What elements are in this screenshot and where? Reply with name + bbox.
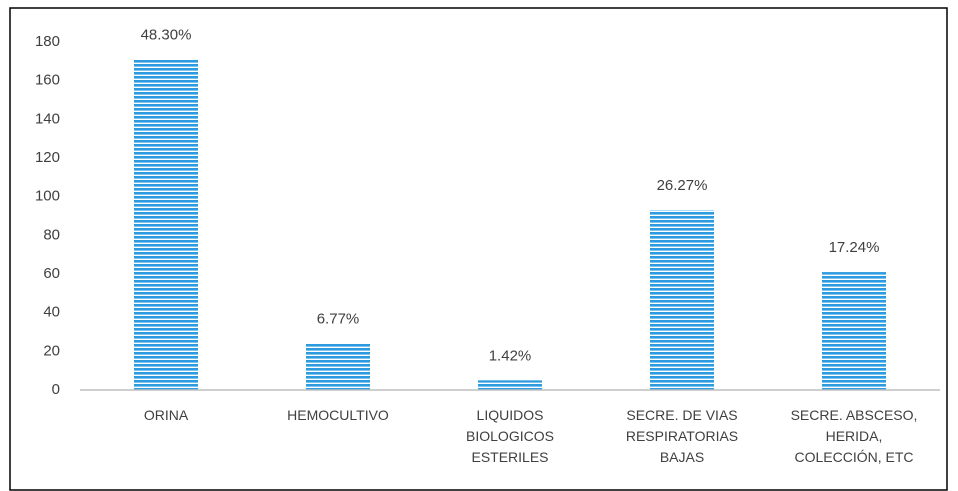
y-tick-label: 0 — [52, 381, 60, 398]
y-tick-label: 80 — [43, 226, 60, 243]
data-label: 48.30% — [141, 26, 192, 43]
y-tick-label: 40 — [43, 304, 60, 321]
x-tick-label: SECRE. DE VIAS RESPIRATORIAS BAJAS — [625, 407, 739, 465]
bar — [478, 380, 542, 390]
bar — [306, 343, 370, 390]
y-tick-label: 100 — [35, 188, 60, 205]
x-tick-label: LIQUIDOS BIOLOGICOS ESTERILES — [466, 407, 554, 465]
data-label: 6.77% — [317, 311, 360, 328]
y-tick-label: 160 — [35, 72, 60, 89]
x-tick-label: HEMOCULTIVO — [287, 407, 389, 423]
chart-border — [9, 7, 948, 491]
x-tick-label: ORINA — [143, 407, 189, 423]
data-label: 1.42% — [489, 347, 532, 364]
x-tick-label: SECRE. ABSCESO, HERIDA, COLECCIÓN, ETC — [790, 407, 918, 465]
y-tick-label: 120 — [35, 149, 60, 166]
bar — [650, 210, 714, 390]
data-label: 17.24% — [829, 239, 880, 256]
y-tick-label: 60 — [43, 265, 60, 282]
y-tick-label: 140 — [35, 110, 60, 127]
bar — [822, 272, 886, 390]
data-label: 26.27% — [657, 177, 708, 194]
y-tick-label: 180 — [35, 33, 60, 50]
y-tick-label: 20 — [43, 342, 60, 359]
bar — [134, 59, 198, 391]
